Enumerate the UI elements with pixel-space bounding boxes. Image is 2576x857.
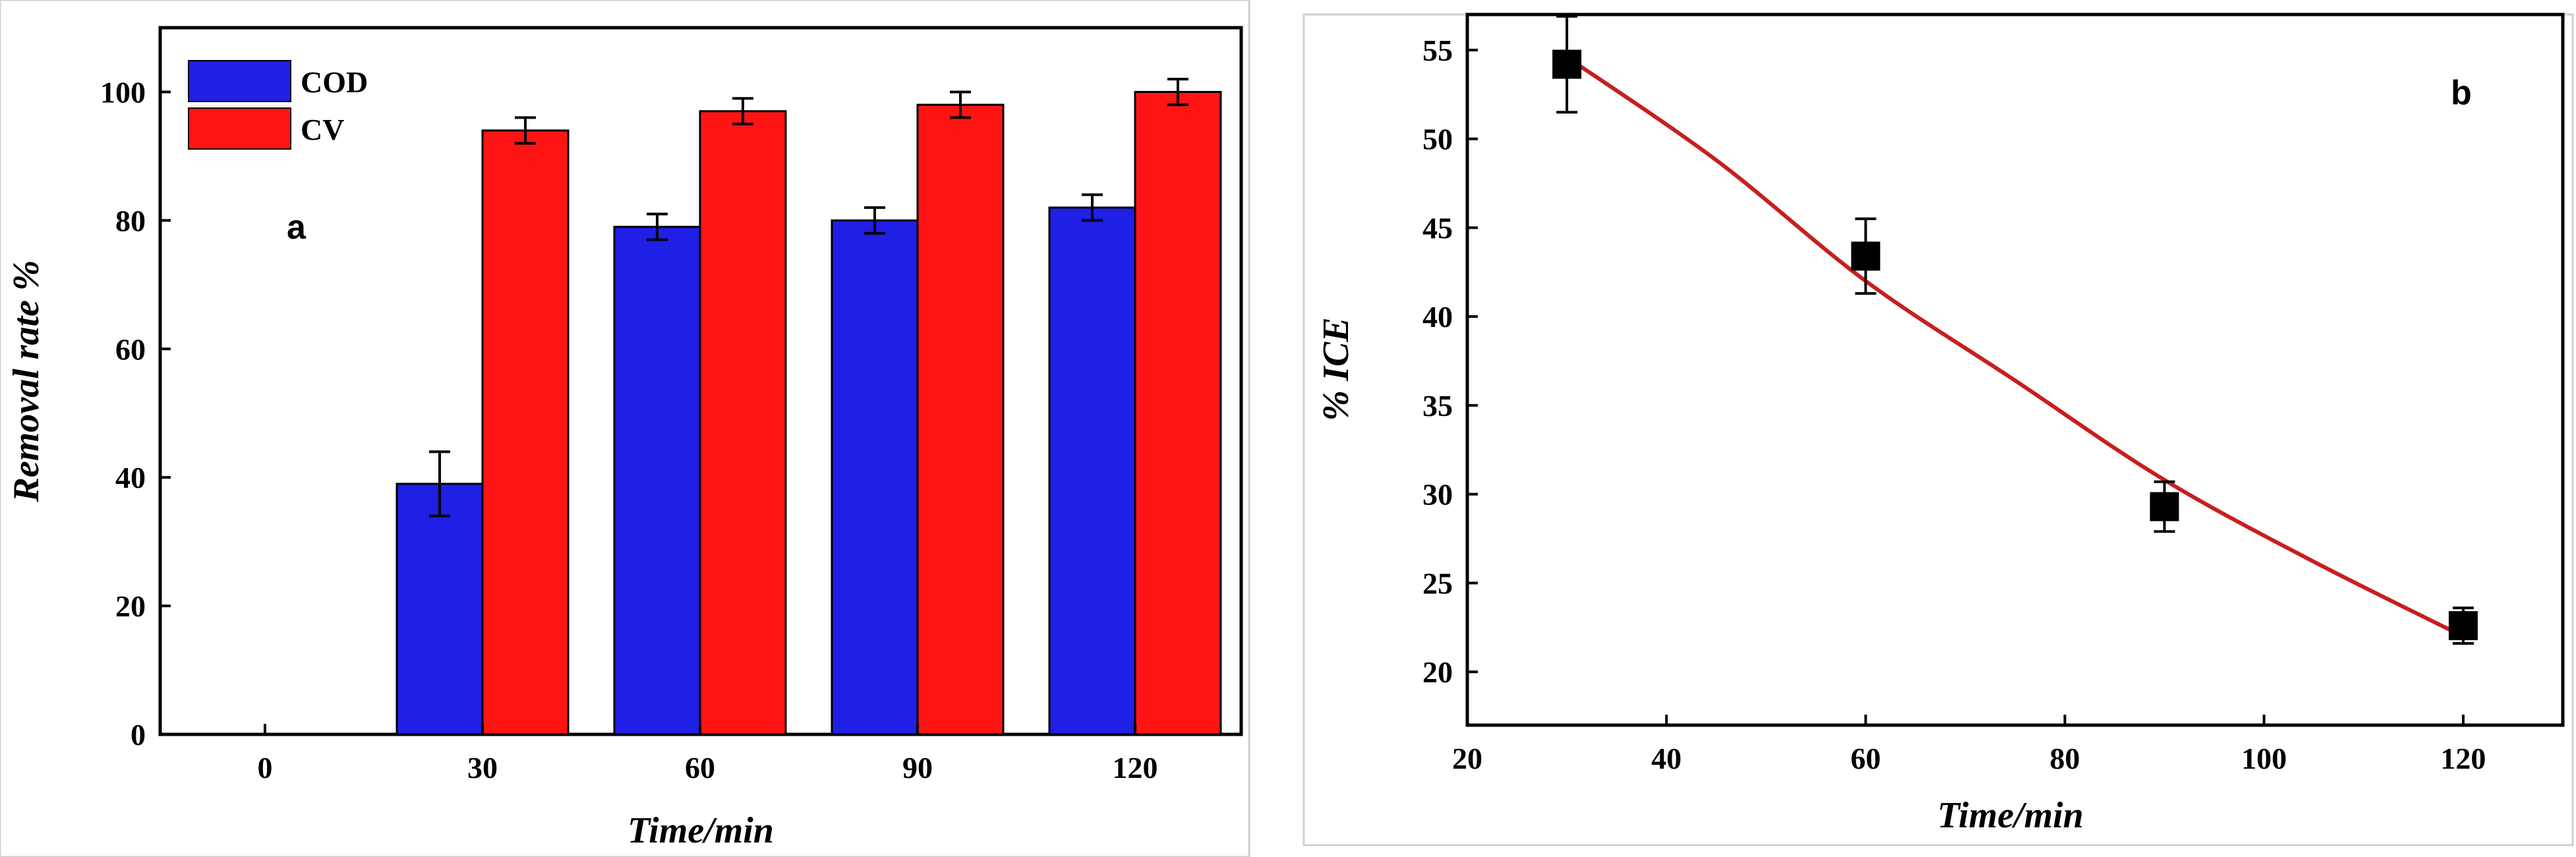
y-tick-label-100: 100 — [100, 75, 146, 109]
panel-b-points — [1552, 15, 2478, 645]
chart-panel-a: 0 20 40 60 80 100 0 30 60 90 120 Removal rate % T… — [0, 0, 1250, 857]
panel-b-y-ticks: 20 25 30 35 40 45 50 55 — [1422, 34, 1478, 689]
bar-cv-120 — [1134, 90, 1222, 736]
legend-swatch-cod — [188, 60, 291, 102]
data-point-60 — [1851, 217, 1881, 295]
x-tick-label-90: 90 — [902, 751, 933, 784]
y-tick-label-25: 25 — [1422, 566, 1453, 600]
x-tick-label-20: 20 — [1452, 742, 1482, 775]
panel-b-label: b — [2451, 74, 2472, 112]
marker-square-30 — [1552, 49, 1582, 79]
bar-cod-120 — [1048, 206, 1136, 736]
error-bar-cod-30 — [429, 450, 450, 517]
x-tick-label-40: 40 — [1651, 742, 1682, 775]
data-point-120 — [2448, 606, 2478, 645]
bar-cod-90 — [831, 219, 919, 736]
x-tick-label-120: 120 — [2440, 742, 2486, 775]
marker-square-60 — [1851, 241, 1881, 271]
bar-cv-90 — [916, 103, 1005, 736]
chart-panel-b: 20 25 30 35 40 45 50 55 20 40 60 80 100 120 % ICE Ti… — [1303, 13, 2574, 846]
bar-cv-30 — [481, 129, 570, 736]
x-tick-label-30: 30 — [467, 751, 498, 784]
x-tick-label-60: 60 — [685, 751, 715, 784]
legend-label-cod: COD — [301, 65, 368, 99]
y-tick-label-60: 60 — [115, 332, 146, 366]
panel-b-border — [1303, 13, 2574, 846]
panel-b-x-axis-label: Time/min — [1937, 795, 2084, 836]
x-tick-label-80: 80 — [2050, 742, 2080, 775]
y-tick-label-55: 55 — [1422, 34, 1453, 67]
panel-a-error-bars — [429, 77, 1188, 517]
y-tick-label-30: 30 — [1422, 478, 1453, 512]
y-tick-label-45: 45 — [1422, 211, 1453, 245]
panel-b-x-ticks: 20 40 60 80 100 120 — [1452, 715, 2486, 775]
y-tick-label-0: 0 — [131, 718, 146, 752]
panel-b-fit-curve — [1566, 55, 2465, 638]
data-point-90 — [2150, 480, 2179, 533]
x-tick-label-60: 60 — [1850, 742, 1881, 775]
y-tick-label-40: 40 — [115, 461, 146, 494]
x-tick-label-0: 0 — [258, 751, 273, 784]
x-tick-label-100: 100 — [2241, 742, 2287, 775]
panel-b-y-axis-label: % ICE — [1316, 317, 1357, 421]
panel-a-x-ticks: 0 30 60 90 120 — [258, 724, 1158, 784]
marker-square-90 — [2150, 492, 2179, 521]
legend-swatch-cv — [188, 107, 291, 150]
bar-cv-60 — [699, 110, 787, 736]
legend-label-cv: CV — [301, 113, 344, 146]
y-tick-label-35: 35 — [1422, 389, 1453, 423]
marker-square-120 — [2448, 611, 2478, 641]
panel-a-x-axis-label: Time/min — [628, 810, 774, 851]
error-bar-cv-30 — [515, 116, 536, 145]
bar-cod-30 — [395, 483, 484, 736]
x-tick-label-120: 120 — [1113, 751, 1158, 784]
y-tick-label-50: 50 — [1422, 123, 1453, 156]
error-bar-cod-90 — [864, 206, 885, 235]
panel-a-bars — [395, 90, 1222, 736]
error-bar-cod-60 — [647, 212, 668, 241]
data-point-30 — [1552, 15, 1582, 114]
panel-a-label: a — [287, 208, 307, 247]
error-bar-cod-120 — [1082, 193, 1103, 222]
error-bar-cv-60 — [732, 97, 753, 126]
error-bar-cv-90 — [950, 90, 971, 119]
y-tick-label-20: 20 — [1422, 655, 1453, 689]
panel-b-plot-frame — [1465, 13, 2565, 727]
error-bar-cv-120 — [1167, 77, 1188, 106]
y-tick-label-40: 40 — [1422, 300, 1453, 334]
y-tick-label-20: 20 — [115, 589, 146, 623]
bar-cod-60 — [613, 225, 701, 736]
y-tick-label-80: 80 — [115, 204, 146, 237]
panel-a-y-axis-label: Removal rate % — [6, 260, 47, 502]
panel-a-legend: COD CV — [188, 60, 368, 150]
panel-a-y-ticks: 0 20 40 60 80 100 — [100, 75, 171, 752]
